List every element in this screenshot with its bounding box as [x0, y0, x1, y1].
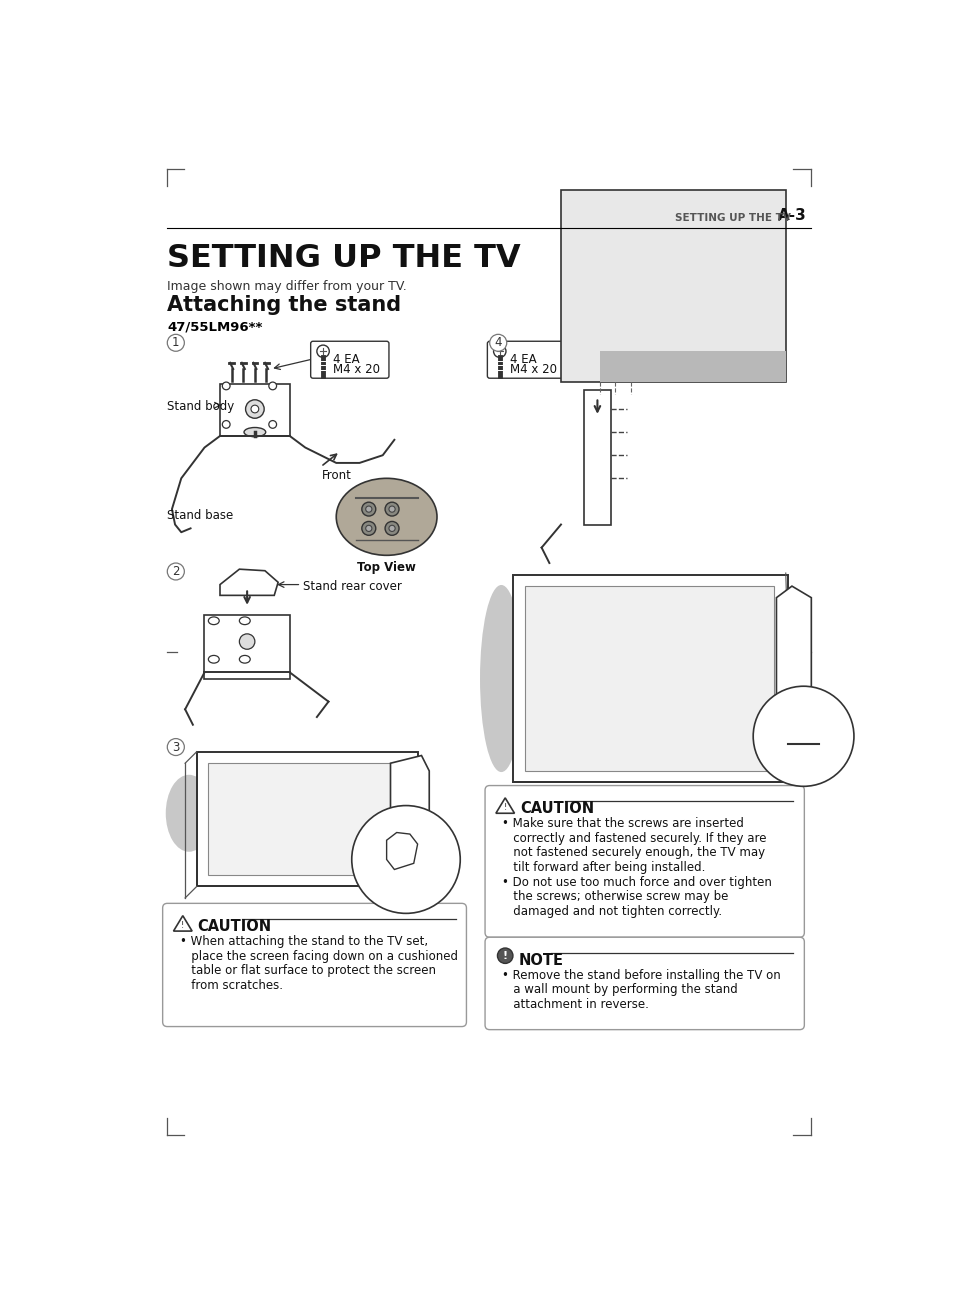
Text: 47/55LM96**: 47/55LM96**: [167, 320, 262, 333]
Circle shape: [493, 345, 505, 358]
Circle shape: [352, 806, 459, 913]
Text: CAUTION: CAUTION: [519, 800, 594, 816]
FancyBboxPatch shape: [560, 190, 785, 382]
Text: 4 EA: 4 EA: [333, 352, 359, 365]
Ellipse shape: [239, 617, 250, 625]
Circle shape: [222, 382, 230, 390]
Circle shape: [389, 506, 395, 513]
Text: CAUTION: CAUTION: [197, 919, 272, 933]
Text: A-3: A-3: [777, 208, 806, 222]
Text: • Do not use too much force and over tighten: • Do not use too much force and over tig…: [501, 875, 771, 888]
FancyBboxPatch shape: [162, 904, 466, 1026]
Text: Stand body: Stand body: [167, 400, 234, 413]
Text: !: !: [181, 922, 184, 931]
Polygon shape: [196, 751, 417, 887]
Text: tilt forward after being installed.: tilt forward after being installed.: [501, 861, 704, 874]
Text: Stand base: Stand base: [167, 509, 233, 522]
Text: • When attaching the stand to the TV set,: • When attaching the stand to the TV set…: [179, 935, 427, 948]
Text: M4 x 20: M4 x 20: [509, 363, 557, 376]
FancyBboxPatch shape: [204, 616, 290, 679]
Circle shape: [269, 421, 276, 429]
Circle shape: [251, 405, 258, 413]
Circle shape: [167, 334, 184, 351]
Circle shape: [385, 502, 398, 516]
Text: Attaching the stand: Attaching the stand: [167, 296, 401, 315]
Circle shape: [361, 522, 375, 536]
Text: Image shown may differ from your TV.: Image shown may differ from your TV.: [167, 280, 407, 293]
Text: 1: 1: [172, 336, 179, 350]
Text: place the screen facing down on a cushioned: place the screen facing down on a cushio…: [179, 950, 457, 963]
Text: damaged and not tighten correctly.: damaged and not tighten correctly.: [501, 905, 721, 918]
Circle shape: [167, 563, 184, 580]
Text: Front: Front: [322, 469, 352, 482]
Circle shape: [239, 634, 254, 649]
Text: !: !: [503, 803, 506, 812]
Circle shape: [316, 345, 329, 358]
Polygon shape: [173, 915, 192, 931]
Circle shape: [245, 400, 264, 418]
Text: 3: 3: [172, 741, 179, 754]
Circle shape: [365, 506, 372, 513]
Ellipse shape: [335, 479, 436, 555]
Polygon shape: [390, 755, 429, 844]
Text: the screws; otherwise screw may be: the screws; otherwise screw may be: [501, 891, 728, 904]
Polygon shape: [220, 569, 278, 595]
Circle shape: [753, 687, 853, 786]
Circle shape: [269, 382, 276, 390]
Text: correctly and fastened securely. If they are: correctly and fastened securely. If they…: [501, 831, 766, 844]
Text: SETTING UP THE TV: SETTING UP THE TV: [167, 244, 520, 275]
Circle shape: [489, 334, 506, 351]
Circle shape: [385, 522, 398, 536]
Text: SETTING UP THE TV: SETTING UP THE TV: [675, 213, 790, 222]
Text: table or flat surface to protect the screen: table or flat surface to protect the scr…: [179, 964, 436, 977]
Circle shape: [389, 525, 395, 532]
Ellipse shape: [166, 775, 212, 852]
Polygon shape: [386, 833, 417, 869]
Ellipse shape: [479, 585, 522, 772]
FancyBboxPatch shape: [484, 937, 803, 1030]
Circle shape: [361, 502, 375, 516]
FancyBboxPatch shape: [524, 586, 773, 771]
Ellipse shape: [239, 656, 250, 664]
Text: NOTE: NOTE: [517, 953, 563, 968]
Text: • Remove the stand before installing the TV on: • Remove the stand before installing the…: [501, 968, 781, 982]
Polygon shape: [776, 586, 810, 775]
FancyBboxPatch shape: [220, 383, 290, 436]
Text: attachment in reverse.: attachment in reverse.: [501, 998, 648, 1011]
FancyBboxPatch shape: [599, 351, 785, 382]
Text: not fastened securely enough, the TV may: not fastened securely enough, the TV may: [501, 847, 764, 860]
Text: a wall mount by performing the stand: a wall mount by performing the stand: [501, 984, 737, 997]
Circle shape: [167, 738, 184, 755]
Text: 4: 4: [494, 336, 501, 350]
Circle shape: [497, 948, 513, 963]
Ellipse shape: [371, 852, 433, 899]
Polygon shape: [583, 390, 611, 524]
Text: !: !: [502, 950, 507, 961]
FancyBboxPatch shape: [487, 341, 565, 378]
Circle shape: [222, 421, 230, 429]
Ellipse shape: [244, 427, 266, 436]
Ellipse shape: [208, 656, 219, 664]
Circle shape: [365, 525, 372, 532]
Ellipse shape: [208, 617, 219, 625]
FancyBboxPatch shape: [513, 574, 787, 782]
Text: 4 EA: 4 EA: [509, 352, 536, 365]
FancyBboxPatch shape: [484, 785, 803, 937]
Text: Top View: Top View: [356, 562, 416, 574]
Text: M4 x 20: M4 x 20: [333, 363, 379, 376]
Text: 2: 2: [172, 565, 179, 578]
Text: from scratches.: from scratches.: [179, 979, 282, 991]
Text: • Make sure that the screws are inserted: • Make sure that the screws are inserted: [501, 817, 743, 830]
Text: Stand rear cover: Stand rear cover: [303, 580, 401, 593]
FancyBboxPatch shape: [311, 341, 389, 378]
Polygon shape: [496, 798, 514, 813]
Polygon shape: [208, 763, 406, 875]
